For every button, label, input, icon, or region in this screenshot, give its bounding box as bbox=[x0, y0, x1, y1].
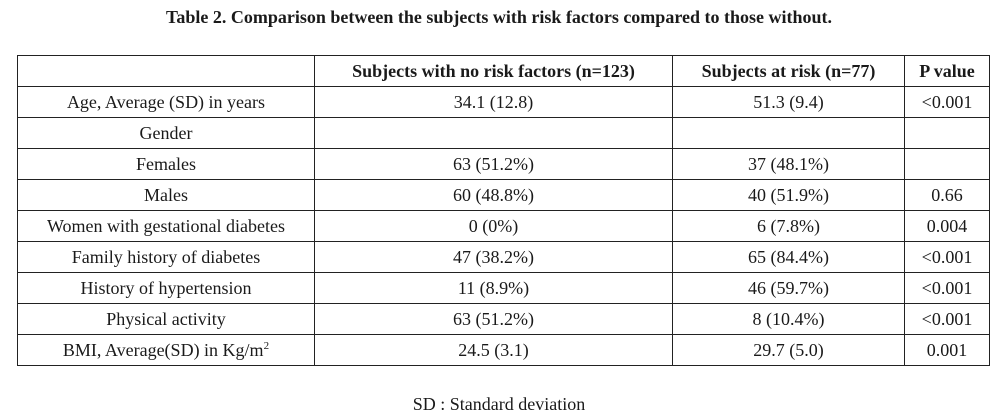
no-risk-value: 34.1 (12.8) bbox=[314, 86, 673, 118]
table-row: History of hypertension 11 (8.9%) 46 (59… bbox=[17, 272, 990, 304]
no-risk-value: 60 (48.8%) bbox=[314, 179, 673, 211]
bmi-unit-superscript: 2 bbox=[263, 339, 270, 352]
p-value: <0.001 bbox=[904, 241, 990, 273]
at-risk-value: 29.7 (5.0) bbox=[672, 334, 905, 366]
no-risk-value: 11 (8.9%) bbox=[314, 272, 673, 304]
p-value: 0.004 bbox=[904, 210, 990, 242]
p-value bbox=[904, 148, 990, 180]
p-value: <0.001 bbox=[904, 86, 990, 118]
at-risk-value: 8 (10.4%) bbox=[672, 303, 905, 335]
header-p-value: P value bbox=[904, 55, 990, 87]
at-risk-value: 65 (84.4%) bbox=[672, 241, 905, 273]
table-header-row: Subjects with no risk factors (n=123) Su… bbox=[17, 55, 990, 87]
row-label: Males bbox=[17, 179, 315, 211]
at-risk-value bbox=[672, 117, 905, 149]
row-label-bmi: BMI, Average(SD) in Kg/m2 bbox=[17, 334, 315, 366]
table-caption: Table 2. Comparison between the subjects… bbox=[166, 7, 832, 27]
p-value bbox=[904, 117, 990, 149]
row-label: Physical activity bbox=[17, 303, 315, 335]
row-label: Family history of diabetes bbox=[17, 241, 315, 273]
bmi-label-text: BMI, Average(SD) in Kg/m bbox=[62, 339, 264, 360]
table-row: Gender bbox=[17, 117, 990, 149]
table-row: Women with gestational diabetes 0 (0%) 6… bbox=[17, 210, 990, 242]
row-label: Females bbox=[17, 148, 315, 180]
p-value: <0.001 bbox=[904, 272, 990, 304]
footnote: SD : Standard deviation bbox=[412, 394, 586, 414]
row-label: History of hypertension bbox=[17, 272, 315, 304]
table-row: Age, Average (SD) in years 34.1 (12.8) 5… bbox=[17, 86, 990, 118]
no-risk-value: 47 (38.2%) bbox=[314, 241, 673, 273]
no-risk-value: 63 (51.2%) bbox=[314, 303, 673, 335]
table-row: BMI, Average(SD) in Kg/m2 24.5 (3.1) 29.… bbox=[17, 334, 990, 366]
table-row: Physical activity 63 (51.2%) 8 (10.4%) <… bbox=[17, 303, 990, 335]
table-row: Females 63 (51.2%) 37 (48.1%) bbox=[17, 148, 990, 180]
header-cell-empty bbox=[17, 55, 315, 87]
row-label: Gender bbox=[17, 117, 315, 149]
no-risk-value: 24.5 (3.1) bbox=[314, 334, 673, 366]
comparison-table: Subjects with no risk factors (n=123) Su… bbox=[17, 55, 990, 366]
no-risk-value: 63 (51.2%) bbox=[314, 148, 673, 180]
row-label: Age, Average (SD) in years bbox=[17, 86, 315, 118]
p-value: 0.66 bbox=[904, 179, 990, 211]
at-risk-value: 6 (7.8%) bbox=[672, 210, 905, 242]
at-risk-value: 51.3 (9.4) bbox=[672, 86, 905, 118]
header-at-risk: Subjects at risk (n=77) bbox=[672, 55, 905, 87]
p-value: <0.001 bbox=[904, 303, 990, 335]
at-risk-value: 46 (59.7%) bbox=[672, 272, 905, 304]
no-risk-value bbox=[314, 117, 673, 149]
table-row: Males 60 (48.8%) 40 (51.9%) 0.66 bbox=[17, 179, 990, 211]
at-risk-value: 37 (48.1%) bbox=[672, 148, 905, 180]
header-no-risk: Subjects with no risk factors (n=123) bbox=[314, 55, 673, 87]
table-row: Family history of diabetes 47 (38.2%) 65… bbox=[17, 241, 990, 273]
no-risk-value: 0 (0%) bbox=[314, 210, 673, 242]
row-label: Women with gestational diabetes bbox=[17, 210, 315, 242]
p-value: 0.001 bbox=[904, 334, 990, 366]
at-risk-value: 40 (51.9%) bbox=[672, 179, 905, 211]
